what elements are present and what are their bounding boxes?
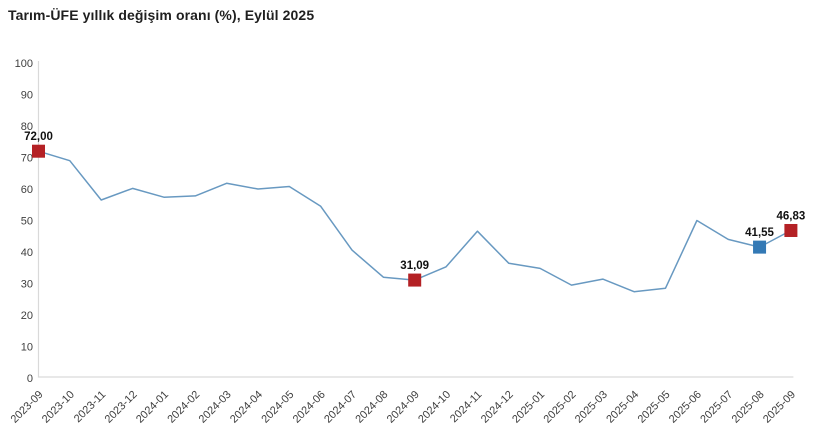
y-axis-tick-label: 80 [21, 121, 33, 133]
data-label-2025-08: 41,55 [745, 227, 774, 239]
x-axis-tick-label: 2024-08 [353, 389, 390, 426]
y-axis-tick-label: 10 [21, 342, 33, 354]
x-axis-tick-label: 2024-01 [134, 389, 171, 426]
y-axis-tick-label: 100 [15, 58, 33, 70]
y-axis-tick-label: 30 [21, 279, 33, 291]
y-axis-tick-label: 20 [21, 310, 33, 322]
data-label-2024-09: 31,09 [400, 260, 429, 272]
x-axis-tick-label: 2024-09 [385, 389, 422, 426]
x-axis-tick-label: 2023-11 [72, 389, 108, 425]
x-axis-tick-label: 2023-12 [103, 389, 140, 426]
x-axis-tick-label: 2025-06 [667, 389, 704, 426]
x-axis-tick-label: 2024-10 [416, 389, 453, 426]
data-label-2023-09: 72,00 [24, 131, 53, 143]
y-axis-tick-label: 50 [21, 216, 33, 228]
x-axis-tick-label: 2024-07 [322, 389, 359, 426]
data-marker-2024-09 [408, 273, 422, 287]
y-axis-tick-label: 90 [21, 90, 33, 102]
y-axis-tick-label: 60 [21, 184, 33, 196]
x-axis-tick-label: 2025-04 [604, 389, 641, 426]
y-axis-tick-label: 0 [27, 373, 33, 385]
axis-line [37, 61, 794, 378]
data-marker-2025-08 [753, 240, 767, 254]
x-axis-tick-label: 2025-08 [730, 389, 767, 426]
x-axis-tick-label: 2024-11 [448, 389, 484, 425]
x-axis-tick-label: 2023-10 [40, 389, 77, 426]
x-axis-tick-label: 2025-01 [510, 389, 547, 426]
chart-title: Tarım-ÜFE yıllık değişim oranı (%), Eylü… [8, 7, 315, 23]
x-axis-tick-label: 2023-09 [9, 389, 46, 426]
x-axis-tick-label: 2024-03 [197, 389, 234, 426]
x-axis-tick-label: 2025-02 [542, 389, 579, 426]
data-marker-2023-09 [32, 144, 45, 158]
x-axis-tick-label: 2025-07 [698, 389, 735, 426]
data-marker-2025-09 [784, 223, 798, 237]
x-axis-tick-label: 2024-05 [259, 389, 296, 426]
x-axis-tick-label: 2024-02 [165, 389, 202, 426]
x-axis-tick-label: 2024-12 [479, 389, 516, 426]
data-label-2025-09: 46,83 [777, 210, 806, 222]
x-axis-tick-label: 2024-06 [291, 389, 328, 426]
x-axis-tick-label: 2025-05 [636, 389, 673, 426]
x-axis-tick-label: 2024-04 [228, 389, 265, 426]
y-axis-tick-label: 70 [21, 153, 33, 165]
y-axis-tick-label: 40 [21, 247, 33, 259]
x-axis-tick-label: 2025-09 [761, 389, 798, 426]
x-axis-tick-label: 2025-03 [573, 389, 610, 426]
